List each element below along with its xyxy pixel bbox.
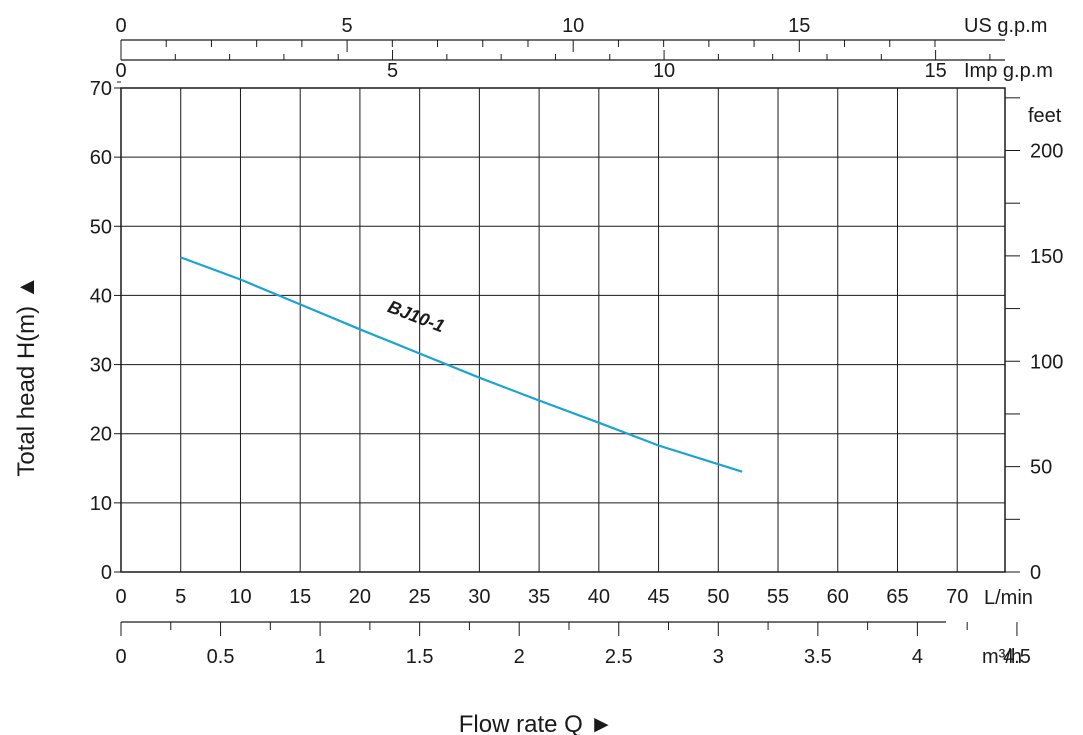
performance-curve xyxy=(180,256,743,473)
plot-frame xyxy=(120,87,1006,573)
us-gpm-tick-label: 5 xyxy=(342,15,353,37)
y-tick-label: 40 xyxy=(90,285,112,307)
x-tick-label: 25 xyxy=(409,586,431,608)
us-gpm-tick-label: 0 xyxy=(115,15,126,37)
imp-gpm-tick-label: 5 xyxy=(387,60,398,82)
chart-axes xyxy=(120,39,1006,623)
x-tick-label: 0 xyxy=(115,586,126,608)
series-label: BJ10-1 xyxy=(385,296,447,336)
m3h-tick-label: 2.5 xyxy=(605,646,633,668)
m3h-tick-label: 3.5 xyxy=(804,646,832,668)
y-tick-label: 0 xyxy=(101,562,112,584)
y-tick-label: 50 xyxy=(90,216,112,238)
m3h-tick-label: 1.5 xyxy=(406,646,434,668)
us-gpm-unit-label: US g.p.m xyxy=(964,15,1047,37)
imp-gpm-tick-label: 0 xyxy=(115,60,126,82)
y-tick-label: 70 xyxy=(90,78,112,100)
imp-gpm-tick-label: 10 xyxy=(653,60,675,82)
y-tick-label: 20 xyxy=(90,424,112,446)
imp-gpm-unit-label: Imp g.p.m xyxy=(964,60,1053,82)
feet-tick-label: 200 xyxy=(1030,141,1063,163)
m3h-tick-label: 2 xyxy=(514,646,525,668)
us-gpm-tick-label: 10 xyxy=(562,15,584,37)
x-tick-label: 70 xyxy=(946,586,968,608)
x-tick-label: 50 xyxy=(707,586,729,608)
y-tick-label: 60 xyxy=(90,147,112,169)
y-axis-title: Total head H(m) ▲ xyxy=(13,275,40,476)
x-tick-label: 35 xyxy=(528,586,550,608)
x-tick-label: 15 xyxy=(289,586,311,608)
x-axis-title: Flow rate Q ► xyxy=(459,711,613,735)
x-tick-label: 20 xyxy=(349,586,371,608)
x-tick-label: 30 xyxy=(468,586,490,608)
feet-tick-label: 100 xyxy=(1030,351,1063,373)
y-tick-label: 30 xyxy=(90,355,112,377)
x-tick-label: 65 xyxy=(886,586,908,608)
x-tick-label: 45 xyxy=(647,586,669,608)
x-tick-label: 10 xyxy=(229,586,251,608)
m3h-unit-label: m³/h xyxy=(982,646,1022,668)
chart-grid xyxy=(121,88,1005,572)
feet-unit-label: feet xyxy=(1028,105,1062,127)
m3h-tick-label: 0.5 xyxy=(207,646,235,668)
feet-tick-label: 50 xyxy=(1030,457,1052,479)
lmin-unit-label: L/min xyxy=(984,587,1033,609)
imp-gpm-tick-label: 15 xyxy=(924,60,946,82)
m3h-tick-label: 1 xyxy=(315,646,326,668)
x-tick-label: 40 xyxy=(588,586,610,608)
m3h-tick-label: 0 xyxy=(115,646,126,668)
m3h-tick-label: 4.5 xyxy=(1003,646,1031,668)
us-gpm-tick-label: 15 xyxy=(788,15,810,37)
feet-tick-label: 150 xyxy=(1030,246,1063,268)
m3h-tick-label: 3 xyxy=(713,646,724,668)
y-tick-label: 10 xyxy=(90,493,112,515)
x-tick-label: 5 xyxy=(175,586,186,608)
m3h-tick-label: 4 xyxy=(912,646,923,668)
feet-tick-label: 0 xyxy=(1030,562,1041,584)
x-tick-label: 60 xyxy=(827,586,849,608)
chart-ticks xyxy=(114,40,1020,636)
x-tick-label: 55 xyxy=(767,586,789,608)
